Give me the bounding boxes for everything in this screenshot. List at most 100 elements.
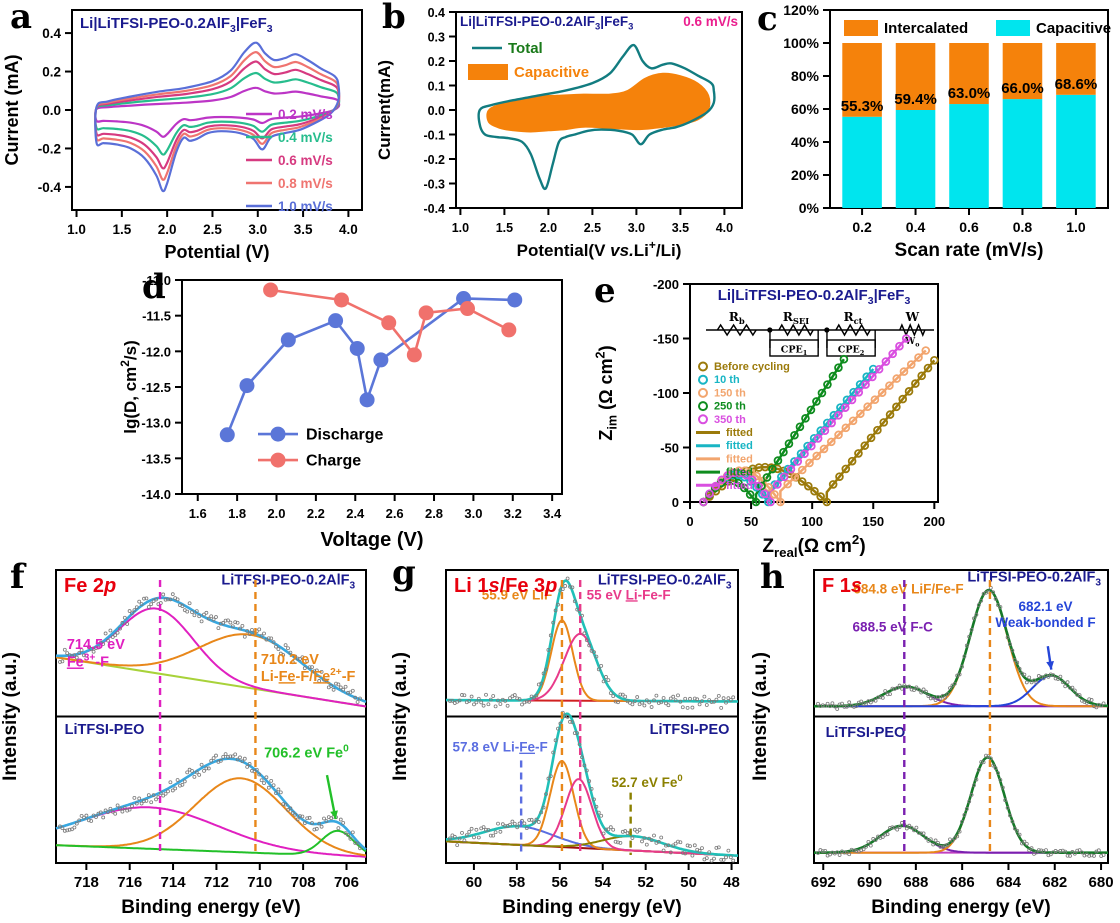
svg-text:0.4 mV/s: 0.4 mV/s — [278, 130, 333, 145]
d-chart-svg: 1.6 1.8 2.0 2.2 2.4 2.6 2.8 3.0 3.2 3.4 -14.0 -13.5… — [120, 273, 563, 551]
panel-letter-f: f — [10, 557, 25, 597]
svg-text:Capacitive: Capacitive — [1036, 20, 1111, 37]
svg-text:Scan rate (mV/s): Scan rate (mV/s) — [895, 240, 1044, 261]
panel-letter-a: a — [10, 0, 33, 37]
svg-text:716: 716 — [117, 874, 142, 891]
svg-text:W: W — [905, 310, 920, 324]
c-chart-svg: 0.2 0.4 0.6 0.8 1.0 0% 20% 40% 60% 80% 100% 120% Sca… — [783, 2, 1111, 261]
panel-letter-d: d — [142, 267, 166, 307]
a-chart-svg: 1.0 1.5 2.0 2.5 3.0 3.5 4.0 -0.4 -0.2 0.0 0.2 0.4 Po… — [2, 9, 363, 262]
svg-text:60: 60 — [466, 874, 483, 891]
cv-scan-rate-chart: 1.0 1.5 2.0 2.5 3.0 3.5 4.0 -0.4 -0.2 0.0 0.2 0.4 Po… — [0, 0, 370, 262]
svg-text:fitted: fitted — [726, 427, 753, 439]
svg-text:Binding energy (eV): Binding energy (eV) — [502, 897, 681, 918]
svg-text:3.2: 3.2 — [504, 506, 522, 521]
svg-text:2.5: 2.5 — [584, 221, 601, 235]
svg-text:Current(mA): Current(mA) — [375, 60, 394, 160]
svg-text:682.1 eV: 682.1 eV — [1018, 599, 1072, 614]
svg-text:fitted: fitted — [726, 480, 753, 492]
svg-text:1.0: 1.0 — [452, 221, 469, 235]
svg-text:Li-Fe-F/Fe2+-F: Li-Fe-F/Fe2+-F — [261, 667, 356, 685]
svg-text:LiTFSI-PEO: LiTFSI-PEO — [650, 722, 730, 738]
svg-text:-11.5: -11.5 — [142, 309, 171, 324]
panel-letter-b: b — [382, 0, 406, 37]
panel-d-diffusion-coefficient: d 1.6 1.8 2.0 2.2 2.4 2.6 2.8 3.0 3.2 3.4 -14.0 -13… — [120, 262, 580, 558]
fe2p-xps-chart: 718 716 714 712 710 708 706 Binding energy (eV)… — [0, 558, 390, 923]
f-chart-svg: 718 716 714 712 710 708 706 Binding energy (eV)… — [0, 569, 367, 918]
svg-text:40%: 40% — [791, 134, 820, 150]
svg-text:58: 58 — [509, 874, 526, 891]
svg-text:684: 684 — [996, 874, 1022, 891]
svg-text:LiTFSI-PEO: LiTFSI-PEO — [65, 722, 145, 738]
svg-text:2.0: 2.0 — [267, 506, 285, 521]
svg-text:Capacitive: Capacitive — [514, 64, 589, 81]
svg-text:708: 708 — [291, 874, 316, 891]
svg-text:54: 54 — [594, 874, 611, 891]
svg-text:0.8 mV/s: 0.8 mV/s — [278, 176, 333, 191]
svg-text:250 th: 250 th — [714, 401, 746, 413]
panel-b-capacitive-cv: b 1.0 1.5 2.0 2.5 3.0 3.5 4.0 -0.4 -0.3 -0.2 -0.1 0… — [370, 0, 750, 262]
svg-text:Before cycling: Before cycling — [714, 361, 790, 373]
svg-text:Intensity (a.u.): Intensity (a.u.) — [750, 652, 771, 781]
h-chart-svg: 692 690 688 686 684 682 680 Binding energy (eV)… — [750, 569, 1114, 918]
panel-c-contribution-bars: c 0.2 0.4 0.6 0.8 1.0 0% 20% 40% 60% 80% 100% 120% S… — [750, 0, 1120, 262]
svg-text:688: 688 — [903, 874, 928, 891]
svg-text:714: 714 — [161, 874, 187, 891]
svg-text:0.6 mV/s: 0.6 mV/s — [683, 14, 738, 29]
svg-text:-0.1: -0.1 — [423, 129, 445, 143]
g-chart-svg: 60 58 56 54 52 50 48 Binding energy (eV) Intensi… — [390, 569, 740, 918]
svg-text:1.0: 1.0 — [1066, 219, 1086, 235]
svg-text:Fe 2p: Fe 2p — [64, 575, 116, 597]
svg-text:52.7 eV Fe0: 52.7 eV Fe0 — [611, 773, 682, 790]
svg-text:684.8 eV LiF/Fe-F: 684.8 eV LiF/Fe-F — [853, 581, 963, 596]
svg-text:0.2: 0.2 — [852, 219, 872, 235]
svg-text:Binding energy (eV): Binding energy (eV) — [121, 897, 300, 918]
svg-text:0.3: 0.3 — [428, 31, 445, 45]
panel-h-f1s-xps: h 692 690 688 686 684 682 680 Binding energy (e… — [750, 558, 1120, 923]
svg-text:20%: 20% — [791, 167, 820, 183]
svg-text:0.4: 0.4 — [428, 6, 445, 20]
svg-text:706: 706 — [334, 874, 359, 891]
svg-text:1.6: 1.6 — [189, 506, 207, 521]
svg-text:150 th: 150 th — [714, 387, 746, 399]
f1s-xps-chart: 692 690 688 686 684 682 680 Binding energy (eV)… — [750, 558, 1120, 923]
svg-text:0.8: 0.8 — [1013, 219, 1033, 235]
svg-text:48: 48 — [723, 874, 740, 891]
svg-text:2.4: 2.4 — [346, 506, 365, 521]
svg-text:1.5: 1.5 — [496, 221, 513, 235]
svg-text:LiTFSI-PEO-0.2AlF3: LiTFSI-PEO-0.2AlF3 — [598, 573, 732, 592]
svg-text:Rct: Rct — [844, 310, 863, 326]
svg-text:2.6: 2.6 — [386, 506, 404, 521]
svg-text:706.2 eV Fe0: 706.2 eV Fe0 — [264, 743, 349, 761]
svg-text:LiTFSI-PEO-0.2AlF3: LiTFSI-PEO-0.2AlF3 — [967, 570, 1101, 589]
svg-text:2.8: 2.8 — [425, 506, 443, 521]
svg-text:718: 718 — [74, 874, 99, 891]
svg-text:0.2: 0.2 — [42, 65, 61, 80]
svg-text:Discharge: Discharge — [306, 427, 383, 444]
svg-text:Charge: Charge — [306, 453, 361, 470]
svg-text:1.5: 1.5 — [112, 222, 131, 237]
svg-text:Li|LiTFSI-PEO-0.2AlF3|FeF3: Li|LiTFSI-PEO-0.2AlF3|FeF3 — [718, 287, 911, 307]
svg-text:F 1s: F 1s — [822, 575, 862, 597]
li1s-fe3p-xps-chart: 60 58 56 54 52 50 48 Binding energy (eV) Intensi… — [390, 558, 750, 923]
svg-text:714.5 eV: 714.5 eV — [67, 637, 125, 653]
svg-text:55.3%: 55.3% — [841, 98, 884, 115]
svg-text:150: 150 — [862, 514, 884, 529]
svg-text:50: 50 — [744, 514, 758, 529]
svg-text:350 th: 350 th — [714, 414, 746, 426]
svg-text:59.4%: 59.4% — [894, 91, 937, 108]
svg-text:Intensity (a.u.): Intensity (a.u.) — [390, 652, 411, 781]
svg-text:-0.3: -0.3 — [423, 178, 445, 192]
svg-text:712: 712 — [204, 874, 229, 891]
svg-text:0.4: 0.4 — [906, 219, 926, 235]
svg-text:-14.0: -14.0 — [141, 487, 171, 502]
b-chart-svg: 1.0 1.5 2.0 2.5 3.0 3.5 4.0 -0.4 -0.3 -0.2 -0.1 0.0… — [375, 6, 743, 260]
svg-text:Rb: Rb — [729, 310, 745, 326]
svg-text:686: 686 — [950, 874, 975, 891]
svg-text:50: 50 — [680, 874, 697, 891]
svg-text:10 th: 10 th — [714, 374, 740, 386]
svg-text:CPE1: CPE1 — [781, 345, 808, 357]
svg-text:Intercalated: Intercalated — [884, 20, 968, 37]
svg-text:63.0%: 63.0% — [948, 85, 991, 102]
